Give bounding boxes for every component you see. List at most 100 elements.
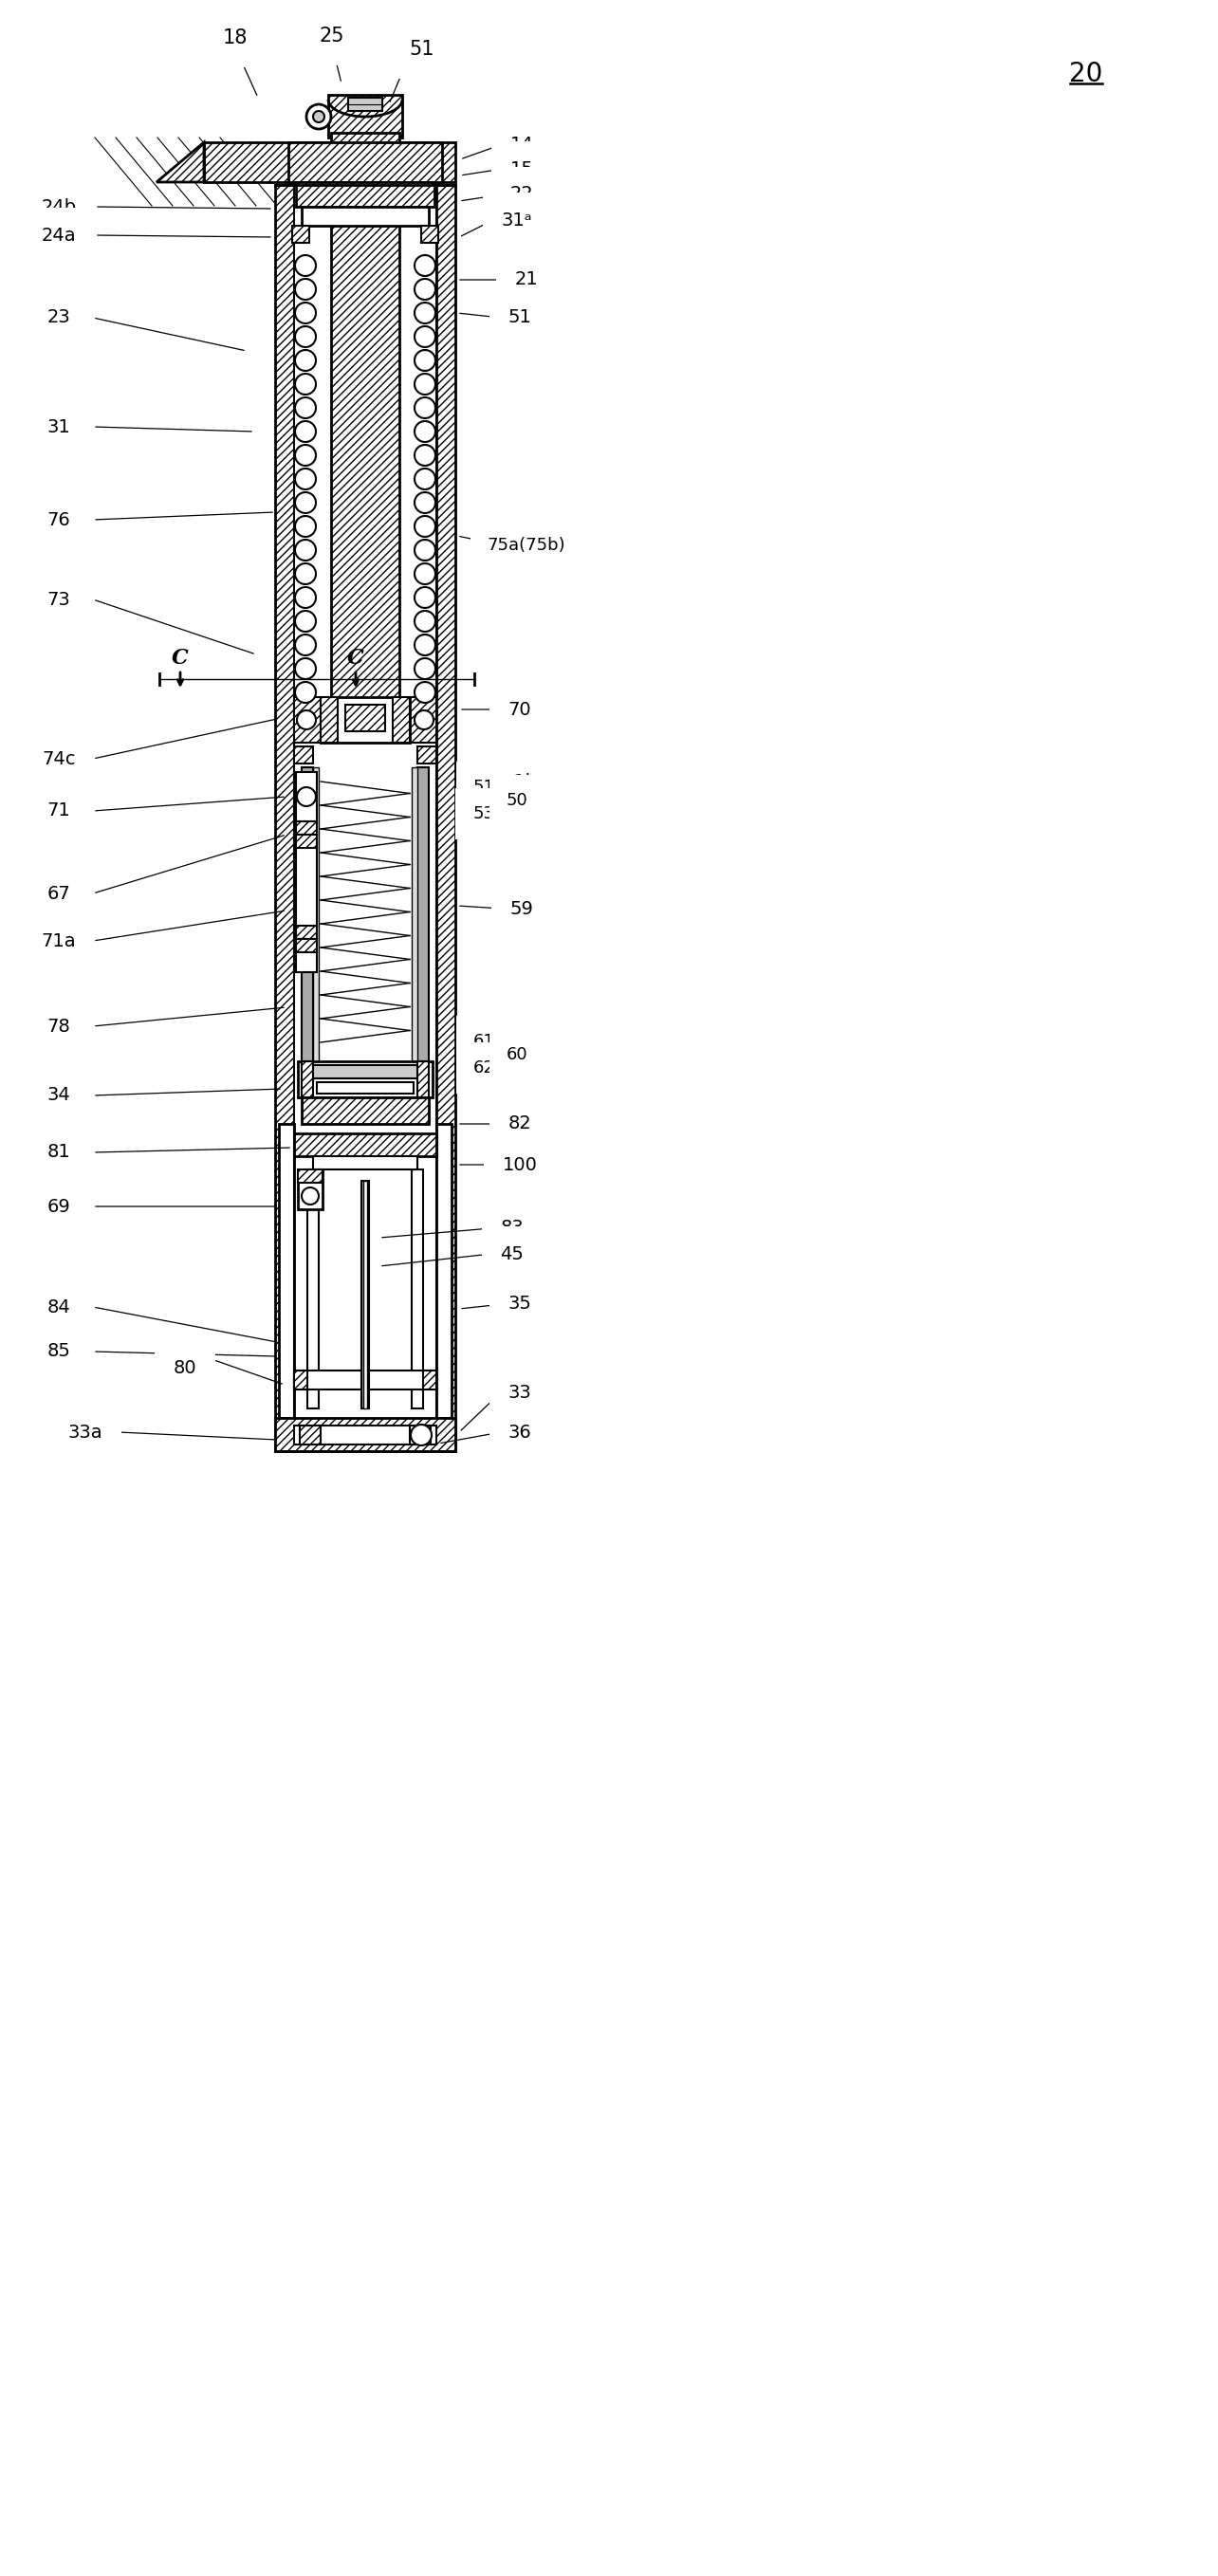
Bar [294, 1425, 436, 1445]
Text: 25: 25 [319, 26, 345, 46]
Bar [296, 183, 435, 206]
Text: 18: 18 [223, 28, 247, 46]
Bar [320, 698, 409, 742]
Bar [296, 940, 317, 953]
Bar [418, 747, 436, 762]
Bar [302, 1097, 429, 1123]
Text: 85: 85 [48, 1342, 71, 1360]
Circle shape [295, 515, 315, 536]
Circle shape [414, 634, 435, 654]
Text: 50: 50 [507, 791, 527, 809]
Circle shape [295, 397, 315, 417]
Text: 33a: 33a [68, 1422, 102, 1440]
Bar [423, 1370, 436, 1388]
Circle shape [414, 374, 435, 394]
Text: 71: 71 [48, 801, 71, 819]
Text: 14: 14 [510, 134, 533, 152]
Bar [409, 1425, 431, 1445]
Text: 22: 22 [510, 185, 533, 204]
Bar [302, 768, 313, 1061]
Text: C: C [347, 647, 364, 670]
Circle shape [414, 327, 435, 348]
Text: 70: 70 [508, 701, 531, 719]
Circle shape [414, 515, 435, 536]
Bar [296, 822, 317, 835]
Circle shape [295, 420, 315, 443]
Text: 15: 15 [510, 160, 533, 178]
Circle shape [295, 374, 315, 394]
Circle shape [307, 106, 331, 129]
Text: 45: 45 [501, 1244, 524, 1262]
Circle shape [297, 788, 315, 806]
Bar [418, 768, 429, 1061]
Bar [421, 227, 438, 242]
Text: 33: 33 [508, 1383, 531, 1401]
Bar [298, 1061, 432, 1097]
Text: 76: 76 [48, 510, 71, 528]
Circle shape [295, 564, 315, 585]
Circle shape [414, 587, 435, 608]
Bar [296, 835, 317, 848]
Bar [307, 1170, 319, 1409]
Bar [294, 698, 320, 742]
Circle shape [410, 1425, 431, 1445]
Bar [296, 773, 317, 822]
Bar [302, 1061, 313, 1097]
Bar [294, 1133, 436, 1157]
Bar [363, 1180, 367, 1409]
Bar [313, 1064, 418, 1079]
Bar [298, 1170, 323, 1208]
Text: 31: 31 [48, 417, 71, 435]
Bar [313, 768, 319, 1061]
Bar [436, 185, 456, 1450]
Text: 53: 53 [473, 806, 495, 822]
Text: 51: 51 [409, 39, 435, 59]
Circle shape [295, 587, 315, 608]
Bar [298, 1170, 323, 1182]
Circle shape [295, 659, 315, 680]
Text: 80: 80 [173, 1358, 196, 1376]
Text: 21: 21 [515, 270, 538, 289]
Circle shape [295, 301, 315, 325]
Circle shape [414, 564, 435, 585]
Circle shape [297, 711, 315, 729]
Text: 24a: 24a [41, 227, 77, 245]
Text: 78: 78 [48, 1018, 71, 1036]
Circle shape [295, 492, 315, 513]
Text: 62: 62 [473, 1059, 495, 1077]
Text: 35: 35 [508, 1296, 531, 1314]
Bar [412, 768, 418, 1061]
Bar [313, 1157, 418, 1170]
Bar [319, 768, 412, 1061]
Text: 61: 61 [473, 1033, 495, 1051]
Bar [294, 747, 313, 762]
Circle shape [414, 350, 435, 371]
Bar [294, 1370, 307, 1388]
Text: 51: 51 [508, 309, 531, 327]
Bar [436, 1123, 452, 1417]
Text: 100: 100 [502, 1157, 537, 1175]
Text: 73: 73 [48, 590, 71, 608]
Circle shape [414, 683, 435, 703]
Circle shape [313, 111, 324, 121]
Text: 75a(75b): 75a(75b) [487, 536, 565, 554]
Text: 24b: 24b [41, 198, 77, 216]
Text: 60: 60 [507, 1046, 527, 1064]
Text: 59: 59 [510, 899, 533, 917]
Text: 82: 82 [508, 1115, 531, 1133]
Circle shape [295, 350, 315, 371]
Text: 51: 51 [473, 778, 495, 796]
Bar [275, 1417, 456, 1450]
Text: 36: 36 [508, 1422, 531, 1440]
Text: 20: 20 [1069, 62, 1104, 88]
Text: 71a: 71a [41, 933, 77, 951]
Text: 69: 69 [48, 1198, 71, 1216]
Circle shape [414, 611, 435, 631]
Bar [328, 95, 402, 137]
Circle shape [295, 683, 315, 703]
Text: 81: 81 [48, 1144, 71, 1162]
Bar [317, 1082, 414, 1095]
Circle shape [414, 469, 435, 489]
Circle shape [414, 255, 435, 276]
Bar [348, 98, 382, 111]
